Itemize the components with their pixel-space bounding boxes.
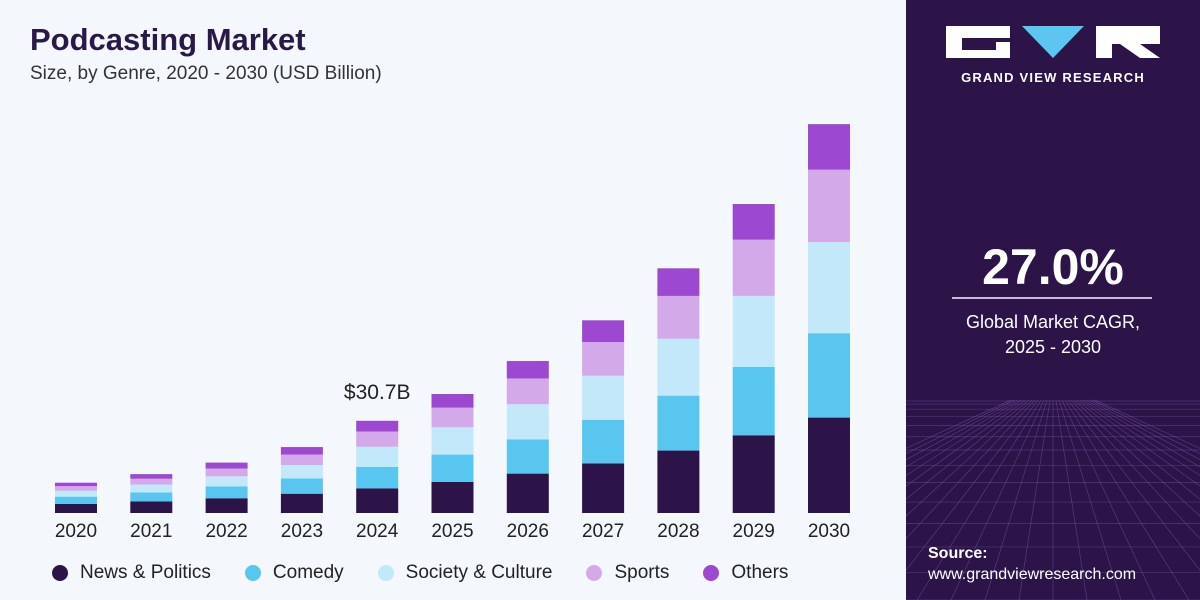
bar-2027-society-culture <box>582 375 625 420</box>
gvr-logo <box>946 26 1160 58</box>
legend-swatch <box>586 565 603 581</box>
cagr-divider <box>952 297 1152 299</box>
stacked-bar-chart: 2020 2021 2022 2023 2024 2025 2026 2027 2028 2029… <box>55 124 850 542</box>
bar-2021-news-politics <box>130 501 173 513</box>
bar-2027-news-politics <box>582 463 625 513</box>
legend-swatch <box>377 565 394 581</box>
bar-2026-news-politics <box>506 473 549 513</box>
bar-2025-sports <box>431 407 474 428</box>
bar-2028-sports <box>657 295 700 339</box>
x-tick-label: 2021 <box>130 521 172 542</box>
bar-2030-comedy <box>808 333 850 418</box>
bar-2024-society-culture <box>356 446 399 467</box>
bar-2030-news-politics <box>808 417 850 513</box>
source-label: Source: <box>928 545 988 562</box>
bar-2025-comedy <box>431 454 474 482</box>
chart-subtitle: Size, by Genre, 2020 - 2030 (USD Billion… <box>30 63 382 84</box>
bar-2028-comedy <box>657 395 700 451</box>
bar-2029-society-culture <box>732 295 775 367</box>
bar-2025-others <box>431 394 474 408</box>
bar-2023-others <box>280 447 323 455</box>
legend: News & Politics Comedy Society & Culture Sp… <box>52 562 822 584</box>
bar-2022-others <box>205 462 248 469</box>
bar-2020-society-culture <box>55 490 97 497</box>
bar-2030-others <box>808 124 850 170</box>
legend-item-comedy: Comedy <box>244 562 344 584</box>
legend-item-others: Others <box>703 562 788 584</box>
bar-2024-news-politics <box>356 488 399 513</box>
bar-2026-sports <box>506 378 549 405</box>
bar-2026-others <box>506 361 549 379</box>
bar-2021-society-culture <box>130 484 173 493</box>
bar-2030-society-culture <box>808 242 850 334</box>
x-tick-label: 2024 <box>356 521 399 542</box>
bar-2028-society-culture <box>657 338 700 396</box>
bar-2026-comedy <box>506 439 549 474</box>
bar-2027-sports <box>582 342 625 376</box>
bar-2020-sports <box>55 486 97 491</box>
legend-item-news-politics: News & Politics <box>52 562 211 584</box>
chart-title: Podcasting Market <box>30 22 306 57</box>
source-block: Source: www.grandviewresearch.com <box>928 543 1136 585</box>
brand-name: GRAND VIEW RESEARCH <box>961 70 1145 85</box>
bar-2023-sports <box>280 454 323 466</box>
bar-2021-others <box>130 474 173 479</box>
x-tick-label: 2020 <box>55 521 97 542</box>
bar-2029-sports <box>732 239 775 296</box>
x-tick-label: 2027 <box>582 521 624 542</box>
bar-2024-others <box>356 420 399 432</box>
bar-2022-sports <box>205 468 248 477</box>
bar-2021-comedy <box>130 492 173 502</box>
legend-label: Others <box>731 562 789 583</box>
bar-2020-others <box>55 482 97 487</box>
legend-swatch <box>52 565 68 581</box>
bar-2025-society-culture <box>431 427 474 455</box>
data-label-2024: $30.7B <box>344 381 411 404</box>
x-tick-label: 2025 <box>431 521 473 542</box>
bar-2024-comedy <box>356 466 399 489</box>
wireframe-grid-decoration <box>906 399 1200 600</box>
legend-label: Comedy <box>272 562 344 583</box>
bar-2020-comedy <box>55 496 97 504</box>
bar-2027-others <box>582 320 625 343</box>
x-tick-label: 2029 <box>733 521 775 542</box>
legend-swatch <box>703 565 720 581</box>
legend-label: Society & Culture <box>405 562 553 583</box>
bar-2023-news-politics <box>280 493 323 513</box>
cagr-label-line2: 2025 - 2030 <box>1004 337 1102 357</box>
cagr-label-line1: Global Market CAGR, <box>965 312 1141 332</box>
info-panel: GRAND VIEW RESEARCH 27.0% Global Market … <box>906 0 1200 600</box>
chart-area: Podcasting Market Size, by Genre, 2020 -… <box>30 22 851 584</box>
x-tick-label: 2028 <box>657 521 699 542</box>
bar-2023-society-culture <box>280 465 323 479</box>
x-tick-label: 2023 <box>281 521 323 542</box>
bar-2023-comedy <box>280 478 323 494</box>
bar-2029-comedy <box>732 366 775 436</box>
bar-2029-others <box>732 203 775 240</box>
bar-2027-comedy <box>582 419 625 464</box>
legend-item-sports: Sports <box>586 562 669 584</box>
bar-2025-news-politics <box>431 481 474 513</box>
bar-2026-society-culture <box>506 404 549 440</box>
bar-2021-sports <box>130 478 173 485</box>
bar-2022-society-culture <box>205 476 248 487</box>
source-link[interactable]: www.grandviewresearch.com <box>928 566 1137 583</box>
bar-2022-news-politics <box>205 498 248 513</box>
bar-2029-news-politics <box>732 435 775 513</box>
legend-swatch <box>244 565 261 581</box>
legend-item-society-culture: Society & Culture <box>377 562 553 584</box>
x-tick-label: 2022 <box>205 521 247 542</box>
legend-label: News & Politics <box>80 562 211 583</box>
bar-2030-sports <box>808 169 850 243</box>
x-tick-label: 2030 <box>808 521 850 542</box>
bar-2028-news-politics <box>657 450 700 513</box>
bar-2020-news-politics <box>55 503 97 513</box>
bar-2022-comedy <box>205 486 248 499</box>
bar-2028-others <box>657 268 700 296</box>
bar-2024-sports <box>356 431 399 447</box>
legend-label: Sports <box>614 562 670 583</box>
cagr-value: 27.0% <box>982 239 1124 295</box>
cagr-label: Global Market CAGR, 2025 - 2030 <box>906 310 1200 360</box>
x-tick-label: 2026 <box>507 521 549 542</box>
